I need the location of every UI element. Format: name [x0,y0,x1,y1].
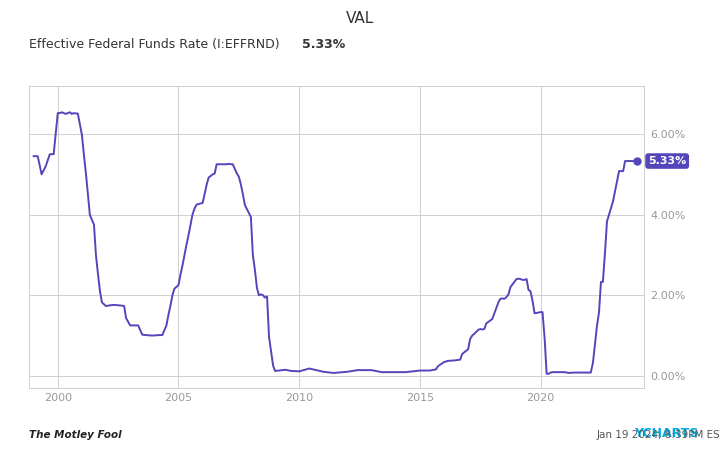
Text: Jan 19 2024, 8:39PM EST.  Powered by: Jan 19 2024, 8:39PM EST. Powered by [596,430,720,440]
Text: VAL: VAL [346,11,374,26]
Text: The Motley Fool: The Motley Fool [29,430,122,440]
Text: YCHARTS: YCHARTS [634,427,698,440]
Text: 5.33%: 5.33% [302,38,346,51]
Text: Effective Federal Funds Rate (I:EFFRND): Effective Federal Funds Rate (I:EFFRND) [29,38,279,51]
Text: 5.33%: 5.33% [648,156,686,166]
